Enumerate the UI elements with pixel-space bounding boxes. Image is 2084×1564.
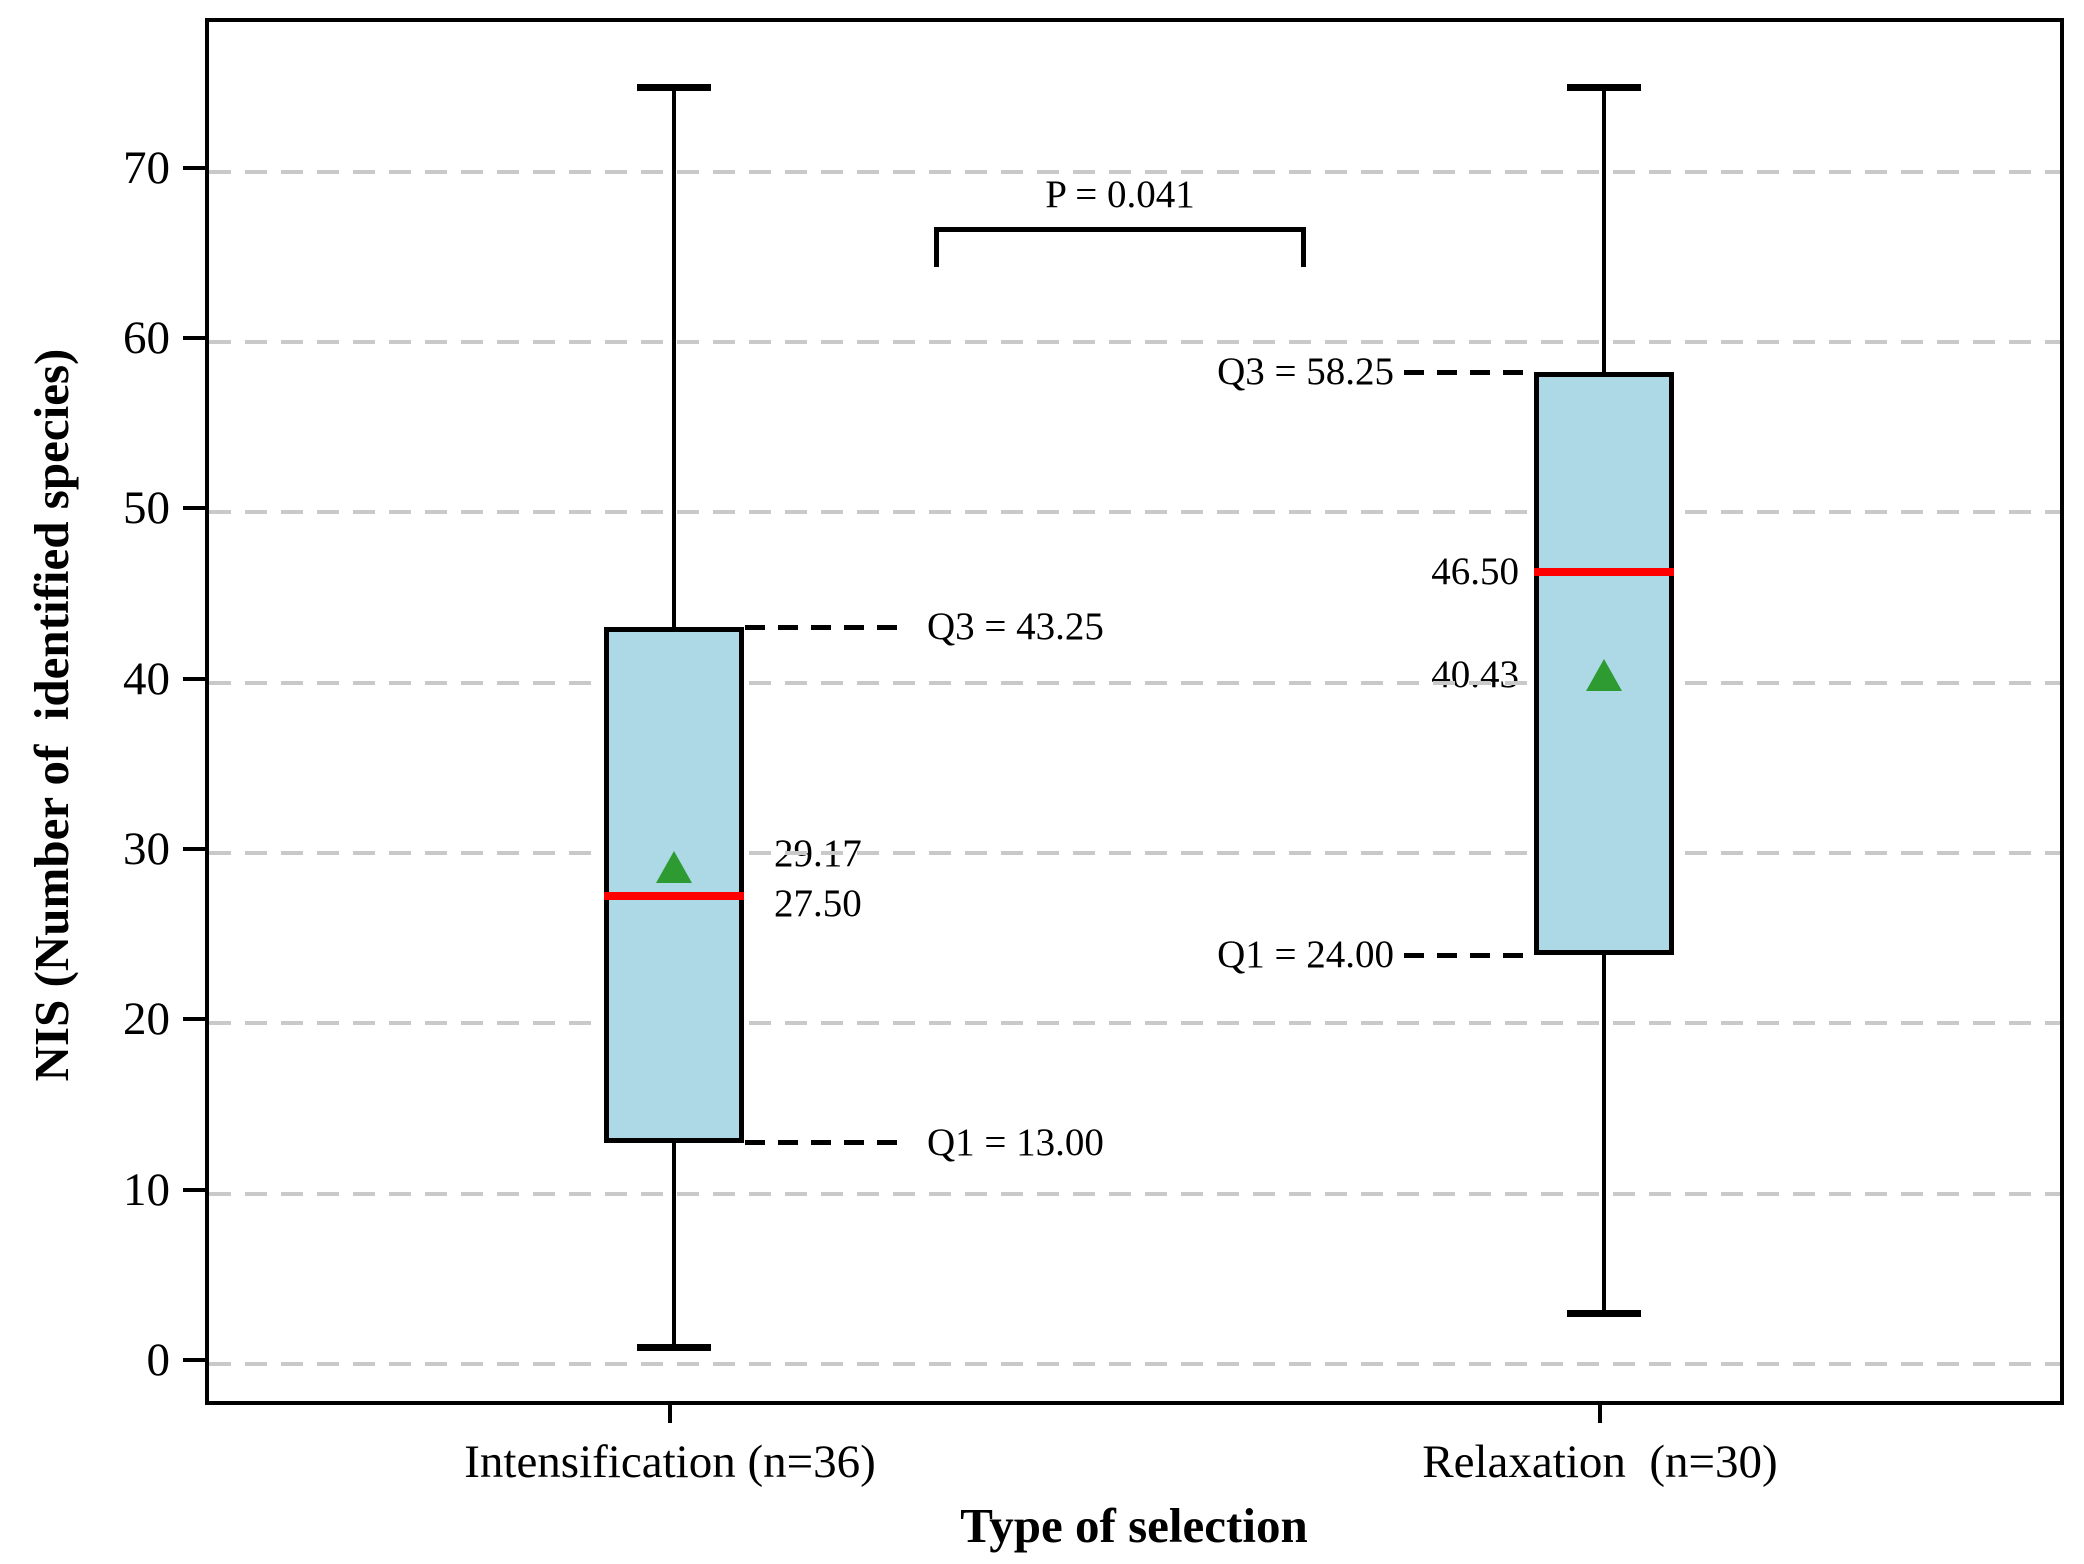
whisker-upper-1 (1602, 86, 1606, 372)
gridline-y-60 (209, 340, 2060, 344)
y-tick-label-10: 10 (123, 1164, 170, 1216)
y-tick-label-50: 50 (123, 482, 170, 534)
category-label-intensification: Intensification (n=36) (464, 1436, 876, 1488)
whisker-lower-1 (1602, 955, 1606, 1313)
whisker-cap-top-1 (1567, 83, 1641, 91)
median-line-1 (1534, 568, 1674, 577)
y-tick-20 (183, 1017, 205, 1021)
y-tick-label-60: 60 (123, 312, 170, 364)
plot-area: P = 0.041 Q3 = 43.25 29.17 27.50 Q1 = 13… (205, 18, 2064, 1405)
annotation-right-mean: 40.43 (1431, 653, 1519, 696)
gridline-y-20 (209, 1021, 2060, 1025)
leader-right-q1 (1404, 953, 1534, 958)
y-tick-50 (183, 506, 205, 510)
leader-left-q3 (745, 625, 899, 630)
annotation-right-median: 46.50 (1431, 550, 1519, 593)
box-0 (604, 627, 744, 1143)
whisker-cap-top-0 (637, 83, 711, 91)
whisker-upper-0 (672, 86, 676, 628)
y-tick-label-70: 70 (123, 142, 170, 194)
mean-triangle-1 (1586, 659, 1622, 692)
significance-label: P = 0.041 (1045, 173, 1195, 216)
significance-bracket (934, 227, 1306, 267)
y-tick-label-20: 20 (123, 993, 170, 1045)
x-tick-relaxation (1598, 1405, 1602, 1423)
whisker-cap-bottom-0 (637, 1343, 711, 1351)
whisker-cap-bottom-1 (1567, 1309, 1641, 1317)
annotation-left-median: 27.50 (774, 882, 862, 925)
whisker-lower-0 (672, 1142, 676, 1347)
annotation-left-q3: Q3 = 43.25 (927, 605, 1104, 648)
gridline-y-50 (209, 510, 2060, 514)
y-tick-60 (183, 336, 205, 340)
gridline-y-0 (209, 1362, 2060, 1366)
gridline-y-30 (209, 851, 2060, 855)
gridline-y-40 (209, 681, 2060, 685)
annotation-left-q1: Q1 = 13.00 (927, 1121, 1104, 1164)
annotation-right-q3: Q3 = 58.25 (1217, 350, 1394, 393)
gridline-y-70 (209, 170, 2060, 174)
y-tick-label-30: 30 (123, 823, 170, 875)
mean-triangle-0 (656, 851, 692, 884)
y-tick-label-0: 0 (146, 1334, 171, 1386)
y-tick-10 (183, 1188, 205, 1192)
x-tick-intensification (668, 1405, 672, 1423)
x-axis-title: Type of selection (960, 1498, 1308, 1553)
y-tick-40 (183, 677, 205, 681)
leader-left-q1 (745, 1140, 899, 1145)
leader-right-q3 (1404, 370, 1534, 375)
gridline-y-10 (209, 1192, 2060, 1196)
y-tick-70 (183, 166, 205, 170)
annotation-right-q1: Q1 = 24.00 (1217, 933, 1394, 976)
median-line-0 (604, 891, 744, 900)
y-tick-label-40: 40 (123, 653, 170, 705)
category-label-relaxation: Relaxation (n=30) (1422, 1436, 1778, 1488)
y-tick-30 (183, 847, 205, 851)
y-tick-0 (183, 1358, 205, 1362)
